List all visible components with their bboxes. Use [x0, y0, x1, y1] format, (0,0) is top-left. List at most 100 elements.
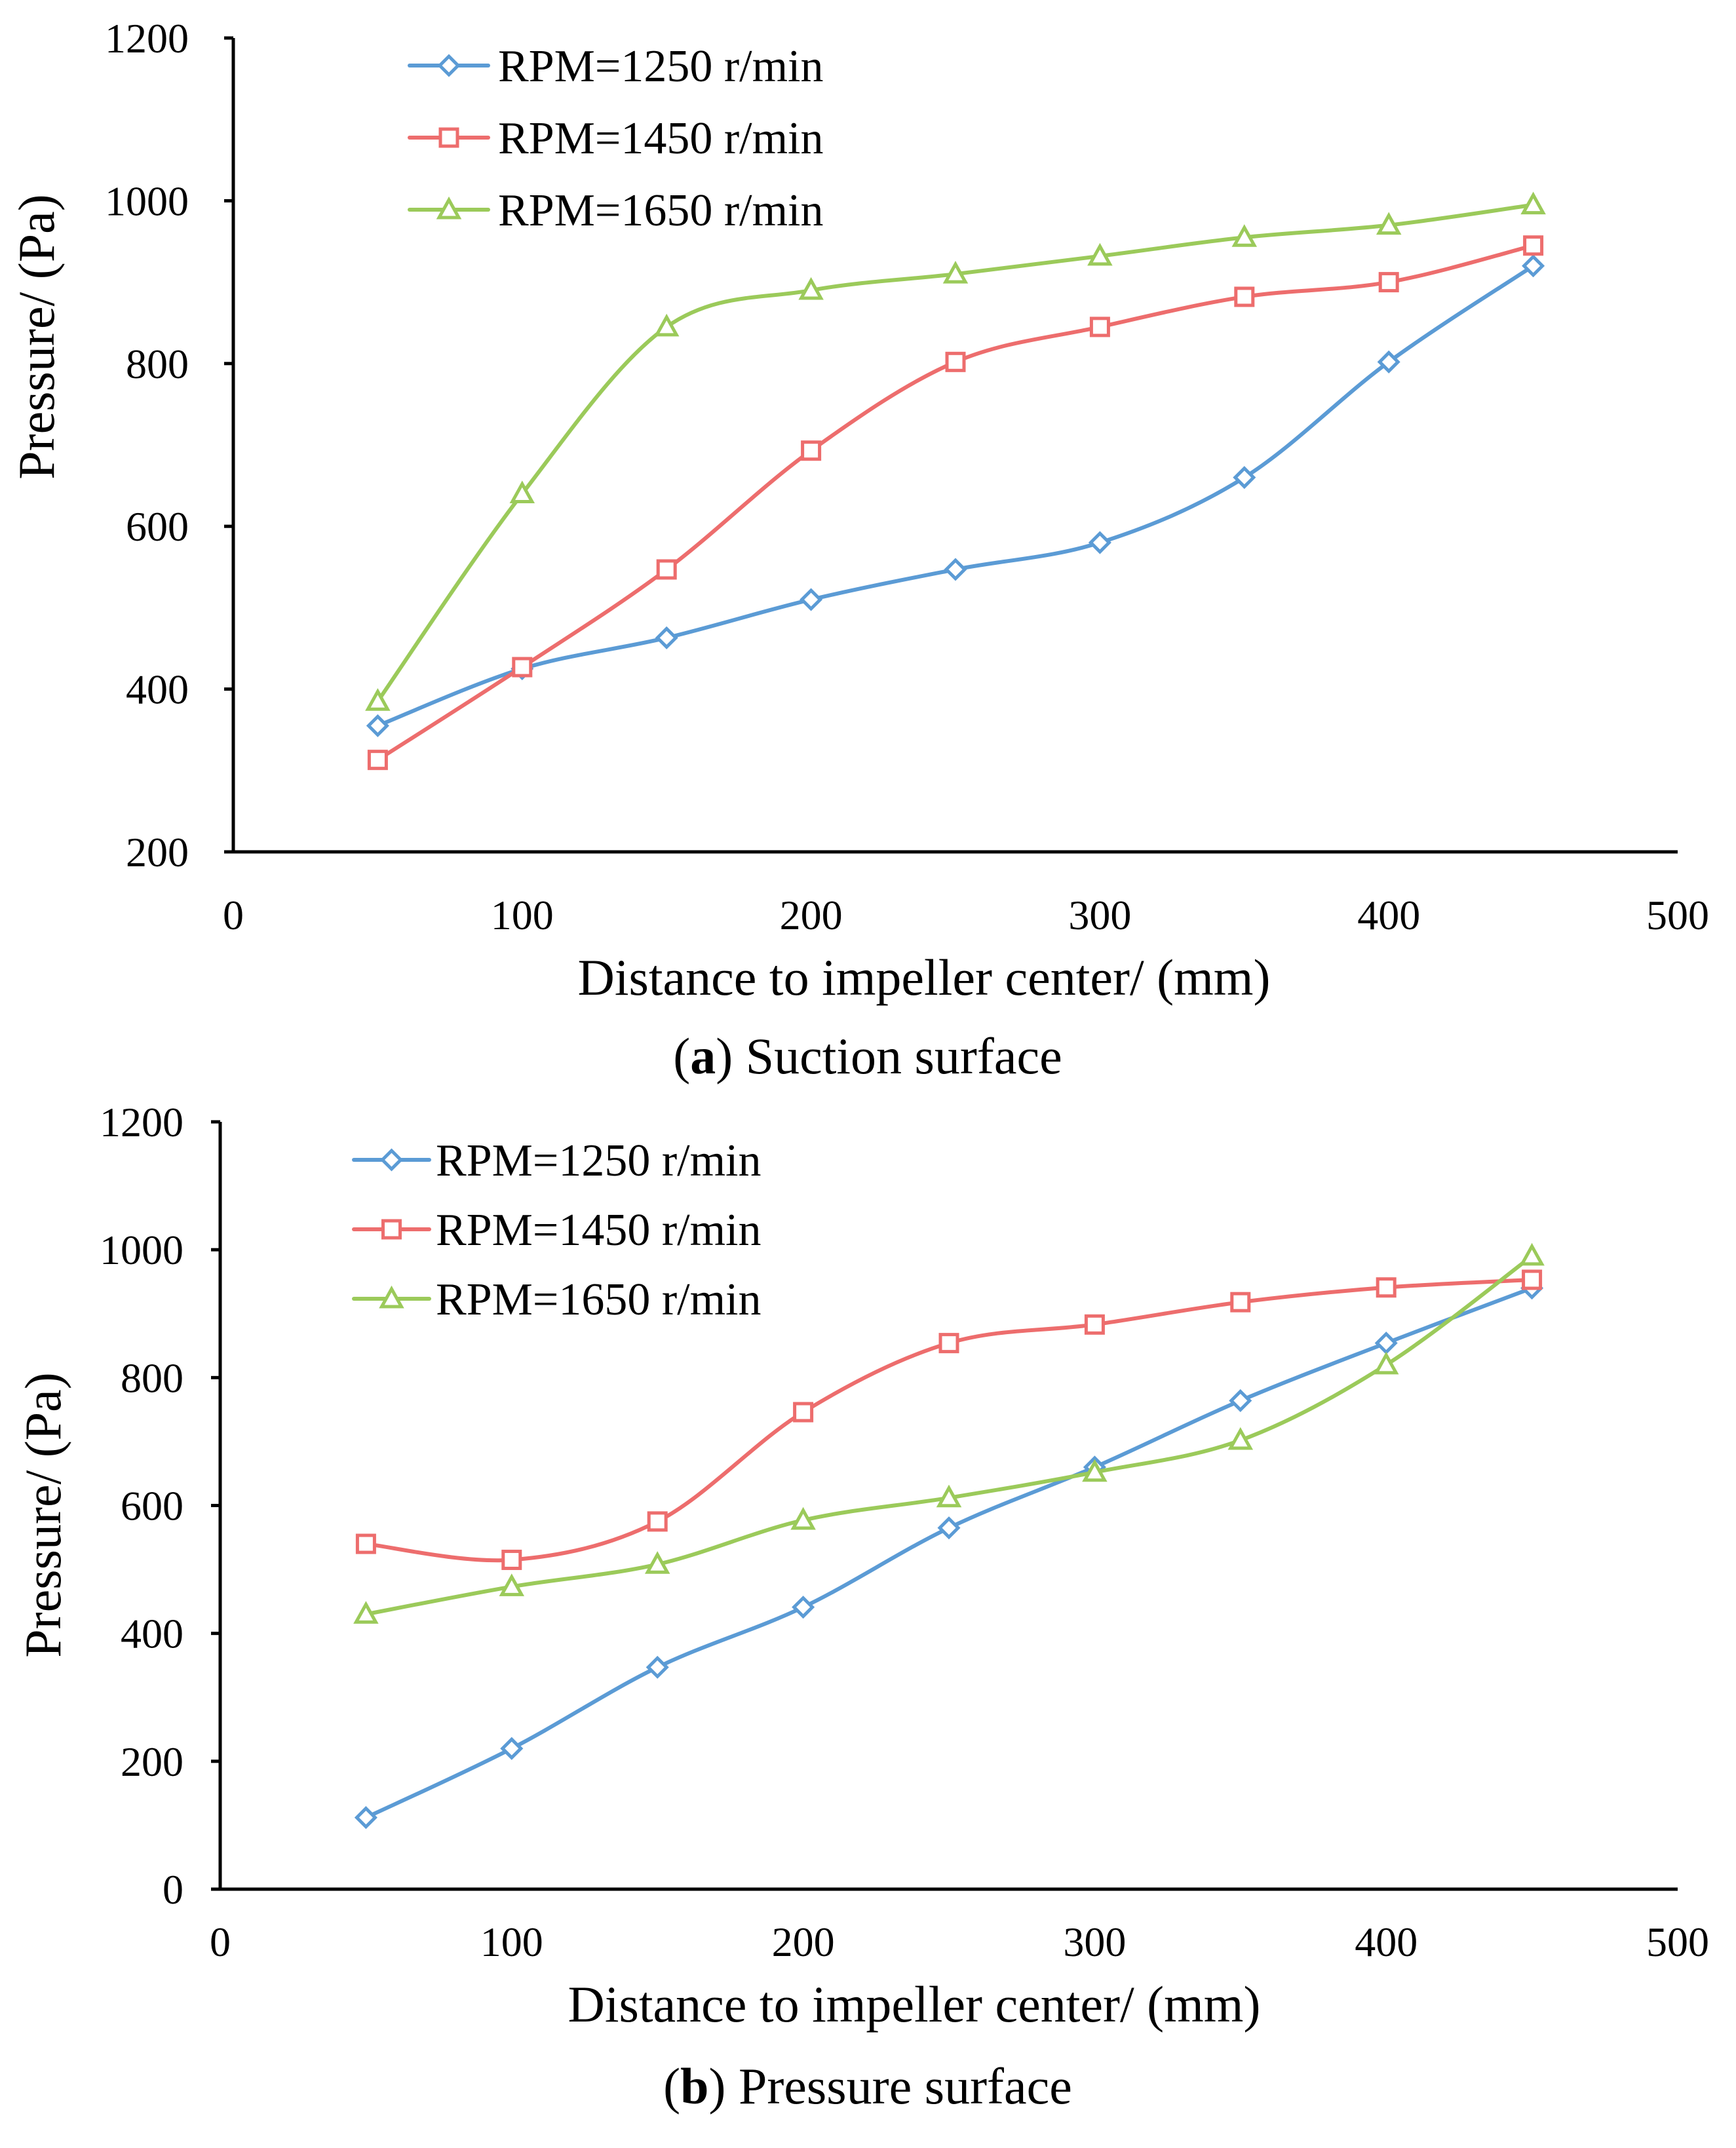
- chart-b-legend-label-s1250: RPM=1250 r/min: [436, 1136, 762, 1186]
- chart-b-data-point-s1250: [937, 1516, 961, 1540]
- chart-b-data-point-s1450: [938, 1333, 959, 1354]
- chart-b-caption: (b) Pressure surface: [663, 2058, 1072, 2115]
- chart-b-data-point-s1650: [790, 1506, 816, 1530]
- chart-b-data-point-s1250: [354, 1806, 377, 1830]
- chart-b-plot-area: 0 200 400 600 800 1000 1200 0 100 200 300 400 500 RPM…: [100, 1099, 1709, 1965]
- chart-b-data-point-s1650: [936, 1484, 962, 1508]
- chart-b-y-tick-label: 400: [121, 1611, 183, 1657]
- chart-b-data-point-s1450: [1522, 1269, 1543, 1290]
- chart-b-legend-label-s1450: RPM=1450 r/min: [436, 1205, 762, 1256]
- chart-a-legend-label-s1250: RPM=1250 r/min: [498, 41, 824, 92]
- chart-a-data-point-s1650: [1087, 242, 1113, 266]
- chart-a-x-tick-label: 100: [491, 892, 554, 938]
- chart-a-data-point-s1650: [1376, 212, 1402, 235]
- chart-a-x-tick-label: 200: [780, 892, 843, 938]
- chart-a-y-tick-label: 1000: [105, 178, 189, 224]
- chart-a-y-tick-label: 600: [126, 503, 189, 550]
- chart-b-data-point-s1650: [499, 1573, 525, 1596]
- chart-a-data-point-s1250: [655, 626, 678, 649]
- chart-b-y-tick-label: 0: [163, 1866, 183, 1913]
- chart-b-data-point-s1250: [500, 1736, 524, 1760]
- chart-a-x-tick-label: 300: [1068, 892, 1131, 938]
- chart-a-data-point-s1450: [801, 440, 822, 461]
- chart-a-legend-marker-s1650: [436, 196, 462, 220]
- chart-b-x-tick-label: 500: [1646, 1919, 1709, 1965]
- chart-a-data-point-s1450: [512, 657, 533, 678]
- chart-a-data-point-s1250: [1233, 466, 1256, 489]
- chart-b-legend-marker-s1450: [381, 1219, 402, 1240]
- chart-b-legend-marker-s1250: [379, 1148, 404, 1172]
- chart-a-data-point-s1250: [1522, 254, 1545, 278]
- chart-b-x-tick-label: 200: [772, 1919, 835, 1965]
- chart-a-caption: (a) Suction surface: [673, 1027, 1062, 1084]
- chart-b-data-point-s1450: [1230, 1292, 1251, 1313]
- chart-a-data-point-s1250: [1377, 350, 1400, 374]
- chart-b-y-tick-label: 1200: [100, 1099, 183, 1145]
- chart-b-y-axis-title: Pressure/ (Pa): [14, 1372, 71, 1657]
- chart-b-data-point-s1250: [646, 1655, 669, 1679]
- chart-b-y-tick-label: 200: [121, 1738, 183, 1785]
- chart-a-series-line-s1450: [376, 243, 1535, 762]
- chart-a-x-tick-label: 0: [223, 892, 244, 938]
- chart-b-data-point-s1650: [644, 1551, 670, 1574]
- chart-a-caption-letter: a: [690, 1027, 716, 1084]
- chart-a-data-point-s1650: [653, 313, 680, 337]
- chart-b-data-point-s1450: [793, 1402, 814, 1423]
- chart-a-data-point-s1650: [1231, 224, 1258, 247]
- chart-b-data-point-s1650: [1373, 1351, 1399, 1375]
- chart-a-suction-surface: 200 400 600 800 1000 1200 0 100 200 300 400 500 RPM=…: [8, 15, 1709, 1084]
- chart-b-data-point-s1450: [1376, 1277, 1397, 1298]
- chart-a-legend-marker-s1450: [438, 127, 459, 148]
- chart-a-data-point-s1450: [656, 559, 677, 580]
- chart-b-data-point-s1650: [1519, 1242, 1545, 1266]
- chart-a-data-point-s1450: [1523, 235, 1544, 256]
- chart-b-pressure-surface: 0 200 400 600 800 1000 1200 0 100 200 300 400 500 RPM…: [14, 1099, 1709, 2115]
- chart-a-x-tick-label: 500: [1646, 892, 1709, 938]
- chart-b-x-tick-label: 0: [210, 1919, 231, 1965]
- chart-b-caption-text: Pressure surface: [725, 2058, 1071, 2115]
- chart-b-data-point-s1650: [1227, 1427, 1254, 1450]
- chart-a-legend-label-s1650: RPM=1650 r/min: [498, 185, 824, 236]
- chart-a-data-point-s1650: [365, 688, 391, 711]
- chart-a-series-line-s1650: [376, 202, 1535, 704]
- chart-b-y-tick-label: 800: [121, 1354, 183, 1401]
- chart-a-plot-area: 200 400 600 800 1000 1200 0 100 200 300 400 500 RPM=…: [105, 15, 1709, 938]
- chart-a-data-point-s1450: [1234, 286, 1255, 307]
- chart-b-legend-label-s1650: RPM=1650 r/min: [436, 1275, 762, 1325]
- chart-b-caption-letter: b: [680, 2058, 708, 2115]
- chart-b-x-axis-title: Distance to impeller center/ (mm): [568, 1976, 1261, 2033]
- chart-a-data-point-s1250: [800, 588, 823, 611]
- chart-a-x-tick-label: 400: [1357, 892, 1420, 938]
- chart-a-legend-label-s1450: RPM=1450 r/min: [498, 113, 824, 164]
- chart-a-y-tick-label: 1200: [105, 15, 189, 62]
- chart-a-y-tick-label: 400: [126, 666, 189, 713]
- chart-a-caption-text: Suction surface: [733, 1027, 1062, 1084]
- chart-b-x-tick-label: 300: [1063, 1919, 1126, 1965]
- chart-a-legend-marker-s1250: [437, 54, 461, 77]
- chart-a-data-point-s1250: [366, 714, 389, 738]
- chart-b-data-point-s1450: [501, 1549, 522, 1570]
- chart-a-y-axis-title: Pressure/ (Pa): [8, 194, 65, 479]
- chart-a-data-point-s1250: [944, 558, 967, 581]
- chart-a-data-point-s1650: [798, 277, 824, 300]
- chart-b-data-point-s1450: [647, 1511, 668, 1532]
- chart-b-legend-marker-s1650: [379, 1285, 404, 1309]
- chart-a-data-point-s1650: [1520, 191, 1546, 215]
- chart-b-data-point-s1250: [792, 1596, 815, 1619]
- chart-b-data-point-s1450: [1084, 1314, 1105, 1335]
- chart-b-y-tick-label: 1000: [100, 1227, 183, 1273]
- chart-a-x-axis-title: Distance to impeller center/ (mm): [578, 949, 1271, 1006]
- chart-b-x-tick-label: 100: [480, 1919, 543, 1965]
- chart-a-data-point-s1250: [1088, 531, 1111, 554]
- chart-a-y-tick-label: 800: [126, 341, 189, 387]
- chart-a-data-point-s1450: [1378, 272, 1399, 293]
- chart-b-data-point-s1450: [355, 1533, 376, 1554]
- chart-a-data-point-s1650: [942, 261, 969, 284]
- chart-b-data-point-s1650: [353, 1601, 379, 1624]
- chart-a-data-point-s1450: [367, 750, 388, 771]
- chart-a-data-point-s1450: [945, 351, 966, 372]
- chart-a-data-point-s1450: [1089, 316, 1110, 337]
- chart-b-y-tick-label: 600: [121, 1483, 183, 1529]
- chart-a-y-tick-label: 200: [126, 829, 189, 875]
